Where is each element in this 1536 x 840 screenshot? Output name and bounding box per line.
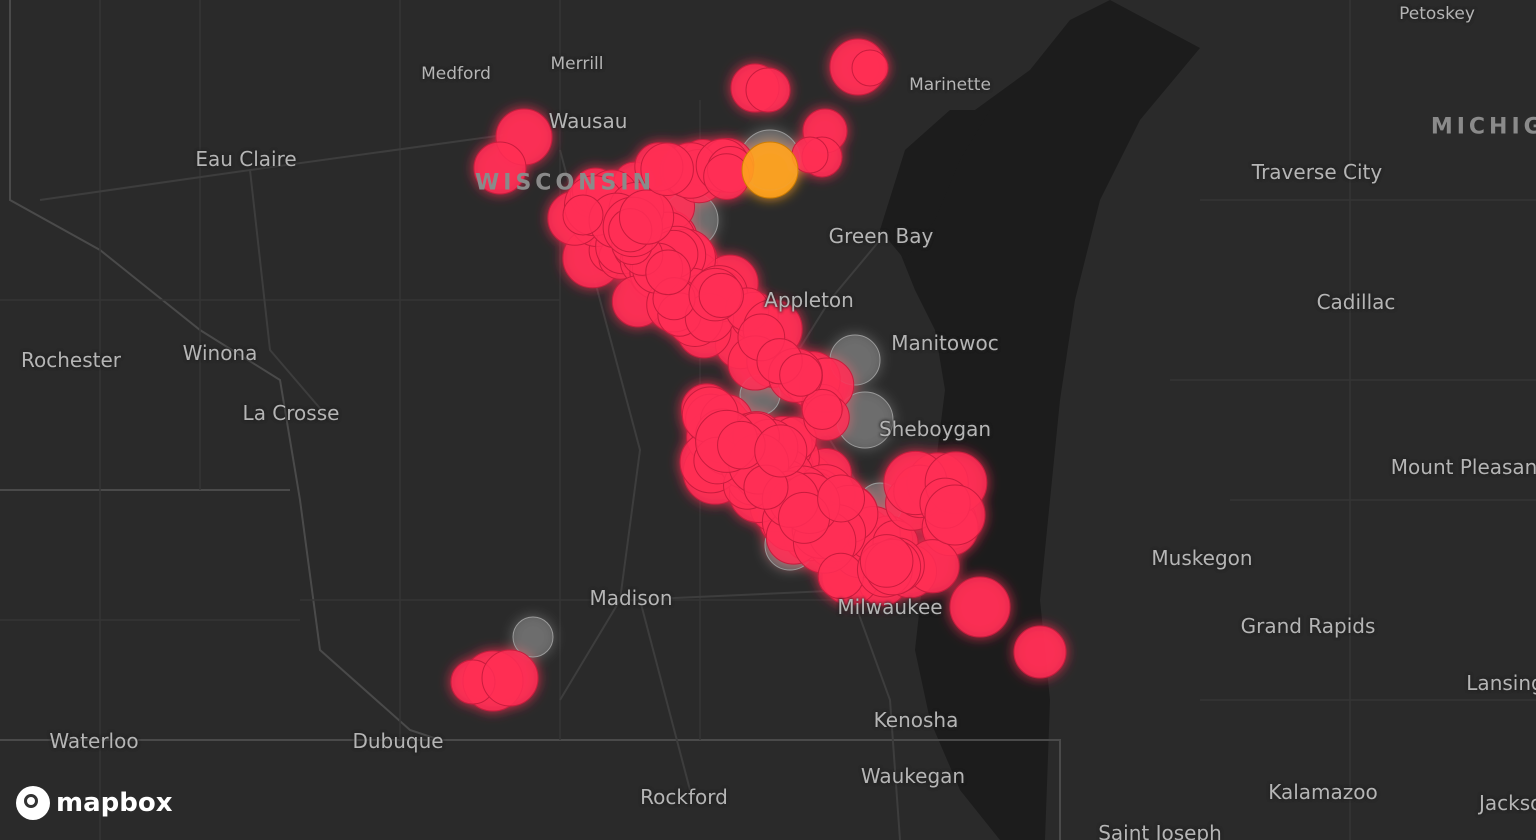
data-point[interactable] [817, 474, 866, 523]
data-point[interactable] [473, 141, 527, 195]
data-point[interactable] [924, 484, 986, 546]
mapbox-logo[interactable]: mapbox [16, 786, 173, 820]
city-label: Sheboygan [878, 417, 992, 441]
data-point[interactable] [741, 141, 799, 199]
city-label: Kenosha [873, 708, 959, 732]
data-point[interactable] [745, 67, 791, 113]
city-label: Dubuque [352, 729, 444, 753]
city-label: Medford [421, 64, 491, 84]
city-label: Marinette [909, 75, 991, 95]
city-label: Appleton [764, 288, 854, 312]
data-point[interactable] [801, 388, 843, 430]
data-point[interactable] [512, 616, 554, 658]
data-point[interactable] [698, 272, 744, 319]
data-point[interactable] [481, 649, 539, 707]
logo-icon [16, 786, 50, 820]
city-label: Mount Pleasant [1390, 455, 1536, 479]
data-point[interactable] [562, 194, 604, 236]
city-label: Grand Rapids [1240, 614, 1376, 638]
data-point[interactable] [1013, 625, 1067, 679]
city-label: Green Bay [828, 224, 934, 248]
state-border [0, 0, 1061, 840]
data-point[interactable] [949, 576, 1011, 638]
data-points [450, 38, 1067, 712]
city-label: Milwaukee [837, 595, 943, 619]
data-point[interactable] [779, 353, 823, 397]
green-bay-water [880, 110, 990, 260]
state-label: WISCONSIN [475, 170, 655, 196]
city-label: Rockford [640, 785, 728, 809]
city-label: Waukegan [860, 764, 966, 788]
data-point[interactable] [645, 249, 691, 296]
city-label: Waterloo [49, 729, 139, 753]
city-label: Saint Joseph [1098, 821, 1222, 840]
city-label: Merrill [550, 54, 604, 74]
data-point[interactable] [640, 142, 694, 196]
logo-text: mapbox [56, 788, 173, 818]
data-point[interactable] [754, 424, 808, 478]
data-point[interactable] [851, 49, 889, 87]
city-label: La Crosse [242, 401, 340, 425]
city-label: Lansing [1466, 671, 1536, 695]
data-point[interactable] [859, 534, 914, 588]
state-label: MICHIGAN [1430, 114, 1536, 140]
data-point[interactable] [618, 189, 675, 245]
city-label: Wausau [548, 109, 628, 133]
city-label: Cadillac [1316, 290, 1396, 314]
city-label: Jackson [1478, 791, 1536, 815]
data-point[interactable] [817, 552, 865, 600]
city-label: Winona [182, 341, 258, 365]
road [39, 129, 901, 840]
city-label: Traverse City [1251, 160, 1383, 184]
city-label: Manitowoc [891, 331, 999, 355]
city-label: Petoskey [1399, 4, 1475, 24]
city-label: Kalamazoo [1268, 780, 1378, 804]
city-label: Madison [589, 586, 673, 610]
city-label: Rochester [21, 348, 121, 372]
city-label: Muskegon [1151, 546, 1253, 570]
city-label: Eau Claire [195, 147, 297, 171]
